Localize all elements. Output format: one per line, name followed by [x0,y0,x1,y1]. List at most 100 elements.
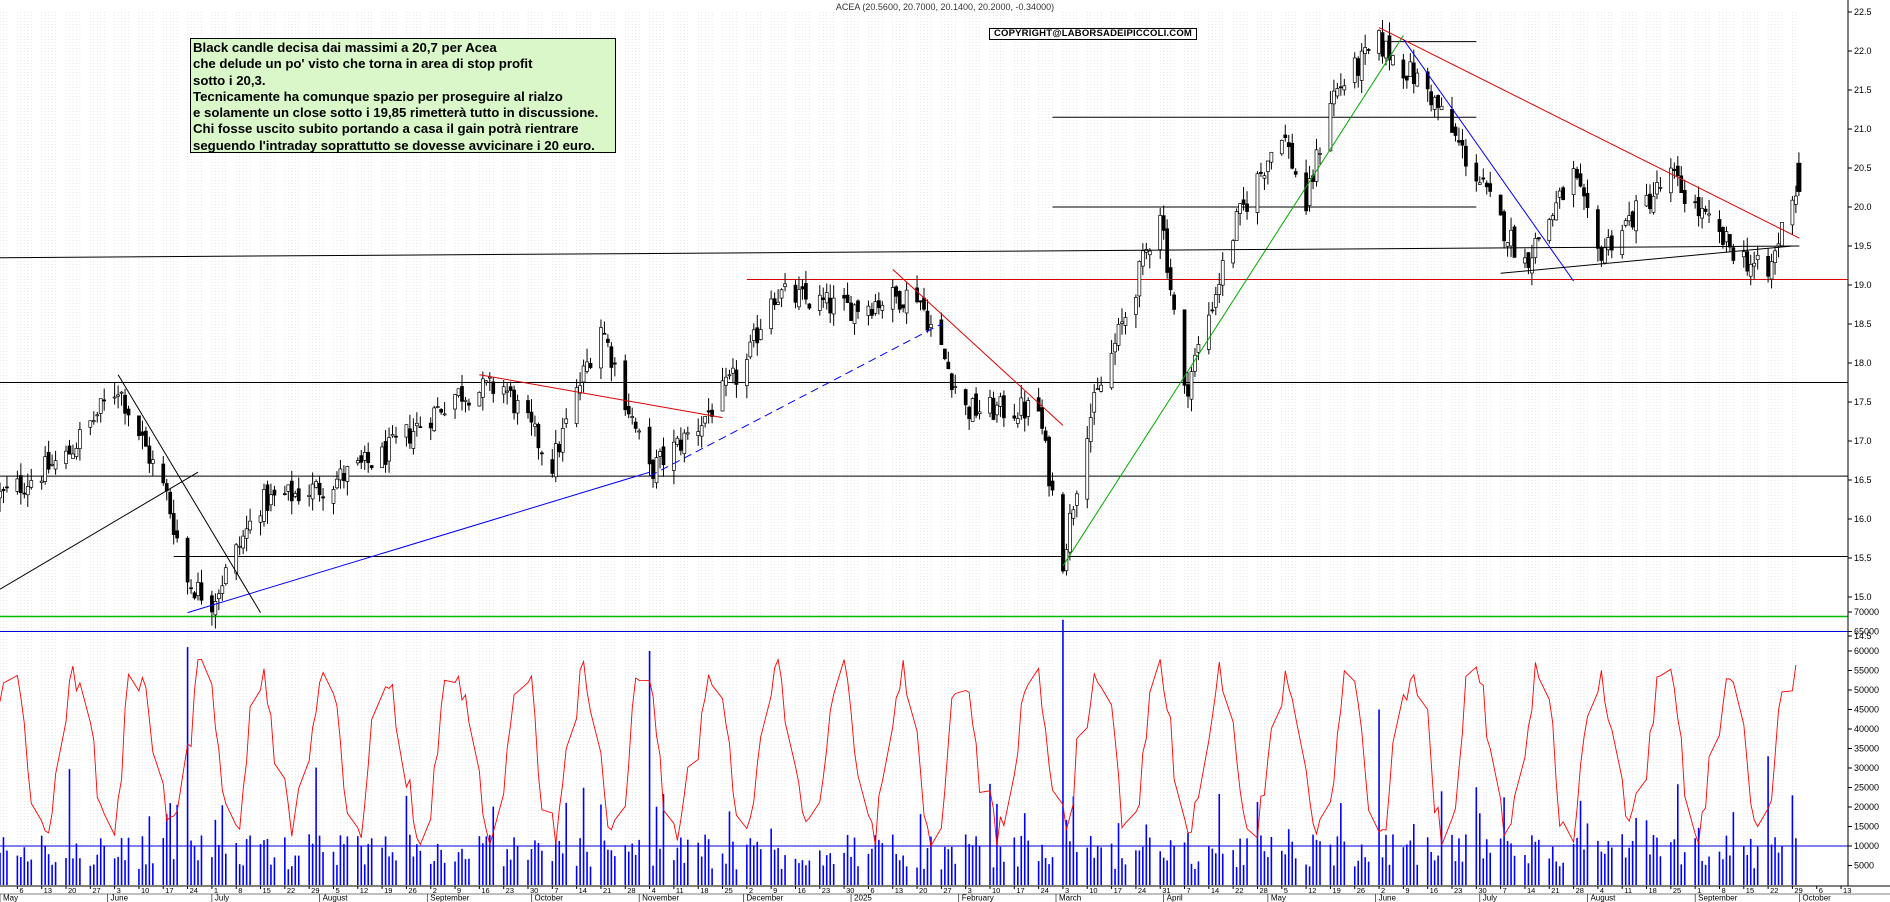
candle-body [248,520,252,531]
candle-body [599,327,603,369]
day-label: 12 [360,886,368,895]
candle-body [1717,219,1722,232]
note-line: sotto i 20,3. [193,72,266,88]
candle-body [953,386,958,388]
candle-body [852,304,857,325]
candle-body [890,287,895,310]
volume-tick-label: 30000 [1854,763,1879,773]
day-label: 22 [1235,886,1243,895]
candle-body [845,294,850,304]
candle-body [1015,418,1020,424]
day-label: 23 [822,886,830,895]
candle-body [1314,149,1319,182]
day-label: 8 [238,886,242,895]
candle-body [1585,192,1590,208]
candle-body [977,411,982,415]
candle-body [734,369,739,385]
candle-body [1290,142,1295,169]
price-tick-label: 19.5 [1854,241,1872,251]
trendline [1402,39,1574,282]
trendline [0,245,1800,259]
candle-body [307,495,312,497]
volume-tick-label: 20000 [1854,802,1879,812]
volume-panel [0,619,1848,885]
day-label: 22 [1770,886,1778,895]
month-label: May [3,894,18,902]
candle-body [369,465,374,468]
chart-title: ACEA (20.5600, 20.7000, 20.1400, 20.2000… [835,2,1055,12]
candle-body [1241,199,1246,205]
day-label: 13 [1843,886,1851,895]
candle-body [849,302,853,321]
candle-body [560,428,565,453]
volume-tick-label: 35000 [1854,744,1879,754]
candle-body [703,416,708,424]
candle-body [1582,187,1586,197]
candle-body [282,493,287,495]
day-label: 5 [335,886,339,895]
candle-body [1557,190,1562,198]
candle-body [744,359,749,387]
horizontal-levels [0,41,1848,618]
candle-body [630,416,635,419]
candle-body [963,389,968,406]
candle-body [196,582,200,596]
candle-body [1790,199,1795,226]
candle-body [1606,237,1611,251]
day-label: 7 [554,886,558,895]
candle-body [338,468,343,481]
candle-body [1724,231,1729,243]
candle-body [1696,197,1701,217]
volume-tick-label: 65000 [1854,627,1879,637]
day-label: 9 [773,886,777,895]
candle-body [0,491,2,499]
price-tick-label: 20.5 [1854,163,1872,173]
day-label: 7 [1503,886,1507,895]
candlestick-series [0,19,1802,629]
candle-body [1074,493,1079,506]
candle-body [1002,395,1006,419]
last-candle-body [1796,162,1802,192]
candle-body [1432,96,1437,110]
day-label: 13 [895,886,903,895]
month-label: August [323,894,349,902]
candle-body [1679,175,1684,194]
candle-body [533,423,537,427]
candle-body [1338,86,1343,89]
volume-tick-label: 55000 [1854,666,1879,676]
candle-body [1630,211,1635,228]
candle-body [1071,509,1076,519]
price-tick-label: 15.0 [1854,592,1872,602]
day-label: 3 [968,886,972,895]
candle-body [658,451,662,457]
candle-body [1481,177,1486,180]
month-label: September [430,894,469,902]
candle-body [1158,215,1163,250]
day-label: 23 [1454,886,1462,895]
candle-body [1620,230,1625,256]
candle-body [314,481,318,488]
day-label: 6 [1819,886,1823,895]
candle-body [1109,352,1114,389]
candle-body [831,297,836,315]
candle-body [1092,392,1097,413]
day-label: 4 [1600,886,1604,895]
candle-body [529,411,534,423]
candle-body [1464,145,1468,167]
candle-body [1255,173,1260,213]
candle-body [1745,251,1750,272]
candle-body [1012,415,1017,419]
candle-body [477,392,482,407]
candle-body [1536,237,1541,240]
candle-body [1436,95,1440,108]
candle-body [119,391,124,394]
month-label: July [215,894,229,902]
candle-body [25,486,30,496]
candle-body [661,446,666,466]
candle-body [29,480,34,488]
candle-body [651,459,655,479]
volume-tick-label: 15000 [1854,822,1879,832]
trendline [1378,27,1800,239]
candle-body [602,332,607,335]
candle-body [1168,267,1173,291]
